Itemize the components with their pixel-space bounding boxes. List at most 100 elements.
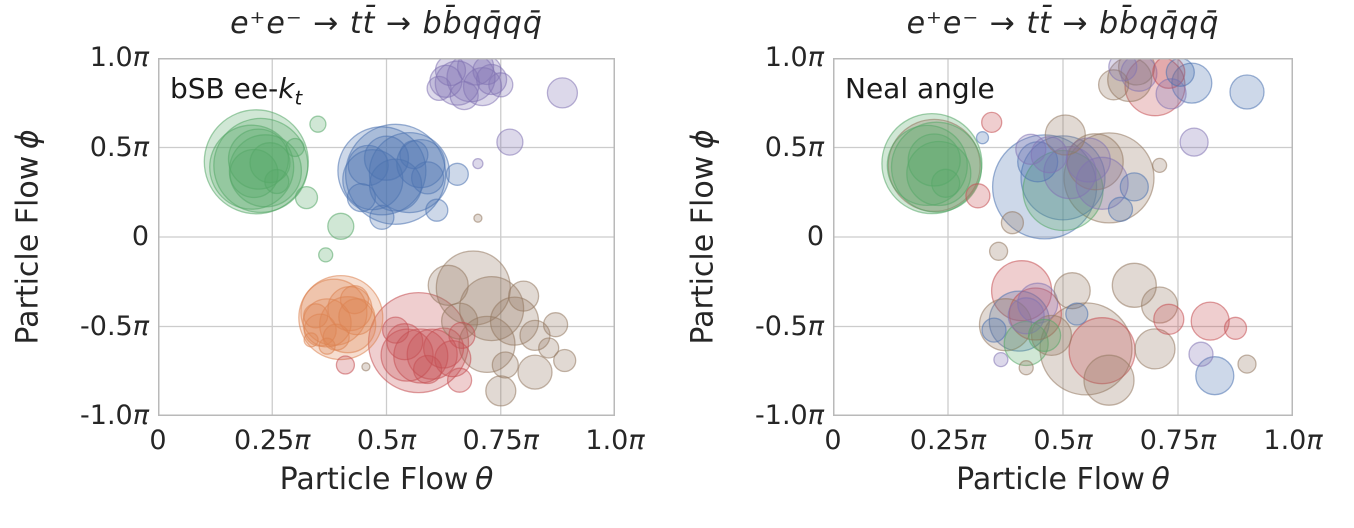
particle-bubble: [446, 367, 473, 393]
particle-bubble: [426, 75, 452, 102]
x-tick-label: 1.0π: [585, 425, 645, 456]
particle-bubble: [886, 124, 968, 207]
particle-bubble: [507, 280, 540, 312]
particle-bubble: [1065, 302, 1089, 326]
particle-bubble: [228, 134, 303, 208]
particle-bubble: [538, 337, 560, 359]
particle-bubble: [496, 128, 524, 156]
plot-title: e⁺e⁻ → tt̄ → bb̄qq̄qq̄: [230, 6, 543, 41]
particle-bubble: [363, 135, 410, 181]
particle-bubble: [1043, 145, 1097, 200]
annotation-label: bSB ee-kt: [170, 72, 302, 116]
x-tick-label: 0.75π: [1139, 425, 1217, 456]
annotation-text: Neal angle: [845, 72, 995, 105]
particle-bubble: [229, 148, 279, 199]
particle-bubble: [264, 168, 290, 195]
particle-bubble: [1065, 137, 1111, 183]
particle-bubble: [1237, 354, 1257, 374]
particle-bubble: [303, 303, 329, 329]
particle-bubble: [1108, 58, 1138, 82]
x-tick-label: 0.5π: [356, 425, 417, 456]
y-tick-label: -0.5π: [80, 310, 149, 342]
particle-bubble: [1000, 211, 1025, 235]
particle-bubble: [1140, 286, 1179, 324]
particle-bubble: [517, 354, 553, 390]
particle-bubble: [978, 298, 1033, 352]
particle-bubble: [472, 157, 484, 170]
particle-bubble: [1117, 58, 1156, 86]
particle-bubble: [1044, 114, 1086, 156]
annotation-text: bSB ee-: [170, 72, 279, 105]
particle-bubble: [300, 278, 368, 346]
particle-bubble: [298, 274, 384, 361]
particle-bubble: [1015, 133, 1047, 165]
y-tick-label: 1.0π: [89, 42, 149, 73]
particle-bubble: [1152, 58, 1186, 89]
particle-bubble: [337, 126, 427, 216]
particle-bubble: [227, 128, 290, 190]
annotation-sub: t: [294, 86, 303, 110]
phi-symbol: ϕ: [10, 129, 46, 150]
particle-bubble: [448, 321, 476, 350]
particle-bubble: [342, 149, 404, 211]
particle-bubble: [1120, 58, 1158, 92]
particle-bubble: [546, 77, 579, 109]
particle-bubble: [434, 60, 480, 106]
particle-bubble: [458, 315, 516, 374]
particle-bubble: [434, 340, 472, 378]
particle-bubble: [1003, 320, 1049, 367]
x-tick-label: 0.25π: [234, 425, 311, 456]
particle-bubble: [1083, 354, 1135, 406]
axes-spines: [158, 58, 615, 416]
particle-bubble: [322, 323, 350, 351]
particle-bubble: [434, 58, 467, 87]
particle-bubble: [485, 375, 517, 407]
particle-bubble: [906, 140, 972, 207]
x-tick-label: 0.25π: [909, 425, 987, 456]
particle-bubble: [890, 121, 983, 213]
particle-bubble: [386, 323, 424, 361]
y-tick-label: -0.5π: [755, 310, 824, 342]
particle-bubble: [1068, 317, 1136, 385]
particle-bubble: [1119, 172, 1149, 202]
particle-bubble: [209, 124, 295, 210]
x-tick-label: 0.75π: [462, 425, 539, 456]
particle-bubble: [393, 328, 449, 384]
particle-bubble: [361, 362, 371, 372]
particle-bubble: [1007, 297, 1045, 335]
particle-bubble: [396, 138, 446, 189]
particle-bubble: [1017, 141, 1059, 183]
particle-bubble: [1165, 58, 1195, 87]
particle-bubble: [1179, 127, 1209, 157]
x-tick-label: 1.0π: [1263, 425, 1323, 456]
bubble-plot-svg: [158, 58, 615, 416]
particle-bubble: [406, 328, 458, 380]
y-tick-label: 0.5π: [764, 131, 824, 163]
particle-bubble: [412, 354, 443, 385]
particle-bubble: [339, 285, 370, 315]
bubble-plot-svg: [833, 58, 1293, 416]
particle-bubble: [302, 298, 352, 348]
particle-bubble: [327, 212, 355, 240]
particle-bubble: [965, 183, 991, 209]
theta-symbol: θ: [475, 462, 494, 497]
particle-bubble: [429, 64, 463, 98]
particle-bubble: [435, 250, 511, 326]
particle-bubble: [988, 241, 1009, 261]
particle-bubble: [1022, 149, 1104, 232]
particle-bubble: [1018, 360, 1034, 376]
particle-bubble: [425, 198, 449, 222]
particle-bubble: [1134, 328, 1176, 370]
particle-bubble: [456, 58, 495, 86]
annotation-var: k: [278, 72, 295, 105]
particle-bubble: [1153, 303, 1185, 335]
particle-bubble: [1111, 262, 1157, 308]
particle-bubble: [440, 302, 479, 340]
particle-bubble: [1151, 157, 1168, 174]
particle-bubble: [975, 131, 990, 145]
particle-bubble: [1195, 356, 1235, 396]
particle-bubble: [1124, 58, 1186, 117]
annotation-label: Neal angle: [845, 72, 995, 116]
particle-bubble: [367, 291, 470, 394]
y-tick-label: 0: [806, 221, 824, 252]
